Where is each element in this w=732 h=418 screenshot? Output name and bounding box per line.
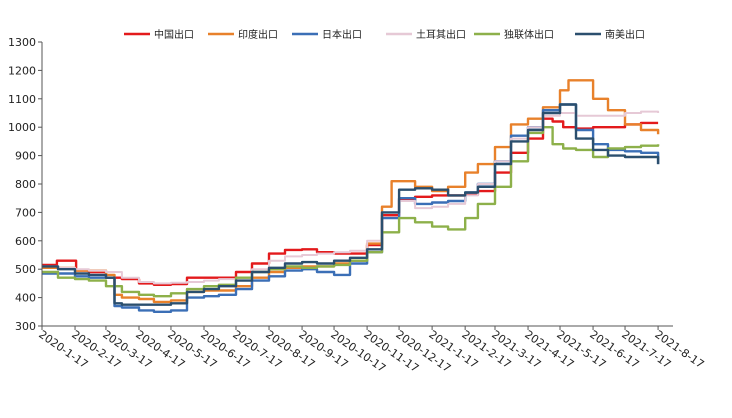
y-tick-label: 500 <box>15 263 36 276</box>
y-tick-label: 900 <box>15 150 36 163</box>
legend-label: 独联体出口 <box>504 28 554 41</box>
y-tick-label: 700 <box>15 206 36 219</box>
y-tick-label: 400 <box>15 292 36 305</box>
y-tick-label: 1000 <box>8 121 36 134</box>
y-tick-label: 1300 <box>8 36 36 49</box>
y-tick-label: 300 <box>15 320 36 333</box>
series-line-5 <box>42 126 660 298</box>
plot-lines <box>42 79 660 313</box>
axes: 3004005006007008009001000110012001300202… <box>8 36 706 375</box>
legend-label: 日本出口 <box>322 28 362 41</box>
legend-label: 南美出口 <box>605 28 645 41</box>
legend-label: 中国出口 <box>154 28 194 41</box>
legend-label: 印度出口 <box>238 28 278 41</box>
series-line-3 <box>42 103 660 313</box>
y-tick-label: 1200 <box>8 64 36 77</box>
legend-label: 土耳其出口 <box>416 28 466 41</box>
legend: 中国出口 印度出口 日本出口 土耳其出口 独联体出口 南美出口 <box>124 28 645 41</box>
series-line-6 <box>42 103 660 306</box>
y-tick-label: 600 <box>15 235 36 248</box>
y-tick-label: 800 <box>15 178 36 191</box>
y-tick-label: 1100 <box>8 93 36 106</box>
